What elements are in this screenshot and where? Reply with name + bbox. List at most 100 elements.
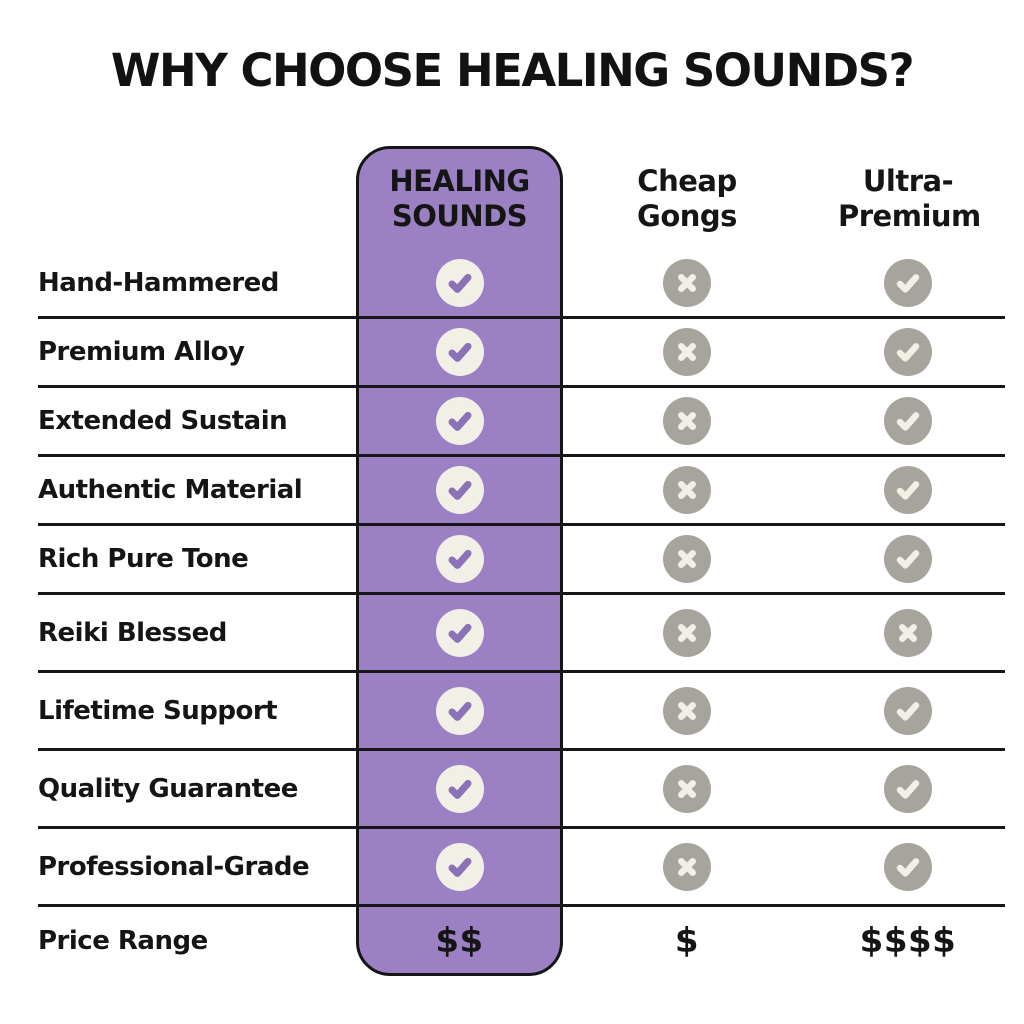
check-icon [435,466,484,514]
cell-cheap-gongs: $ [563,921,811,961]
feature-label: Lifetime Support [38,695,278,726]
cell-healing-sounds [356,686,563,735]
feature-cell: Reiki Blessed [38,618,356,648]
feature-label: Extended Sustain [38,406,288,436]
check-icon [435,259,484,307]
feature-label: Rich Pure Tone [38,544,249,574]
feature-label: Authentic Material [38,475,303,505]
cell-ultra-premium [811,466,1005,514]
cell-cheap-gongs [563,466,811,514]
table-row: Reiki Blessed [38,595,1005,673]
price-value: $$ [435,920,484,961]
column-header-label: Cheap Gongs [637,163,737,233]
check-icon [884,764,932,813]
feature-label: Quality Guarantee [38,773,298,804]
cross-icon [663,686,711,735]
cell-ultra-premium [811,686,1005,735]
table-row: Quality Guarantee [38,751,1005,829]
feature-cell: Premium Alloy [38,337,356,367]
check-icon [435,842,484,891]
cell-cheap-gongs [563,608,811,657]
cell-ultra-premium [811,608,1005,657]
cell-cheap-gongs [563,842,811,891]
check-icon [884,466,932,514]
price-value: $ [674,920,700,961]
cell-cheap-gongs [563,397,811,445]
cell-ultra-premium [811,397,1005,445]
check-icon [435,608,484,657]
check-icon [884,535,932,583]
table-row: Extended Sustain [38,388,1005,457]
cell-healing-sounds [356,764,563,813]
cell-ultra-premium: $$$$ [811,921,1005,961]
comparison-table-body: Hand-Hammered Premium Alloy Extended Sus… [38,250,1005,974]
check-icon [884,328,932,376]
check-icon [884,397,932,445]
cell-healing-sounds [356,842,563,891]
column-header-ultra-premium: Ultra-Premium [811,148,1005,250]
cross-icon [663,764,711,813]
check-icon [884,259,932,307]
cell-cheap-gongs [563,686,811,735]
feature-cell: Authentic Material [38,475,356,505]
feature-label: Reiki Blessed [38,617,227,648]
table-row: Rich Pure Tone [38,526,1005,595]
column-header-label: Ultra-Premium [838,163,981,233]
check-icon [884,686,932,735]
table-row: Hand-Hammered [38,250,1005,319]
feature-cell: Extended Sustain [38,406,356,436]
column-header-cheap-gongs: Cheap Gongs [563,148,811,250]
feature-label: Professional-Grade [38,851,310,882]
cell-ultra-premium [811,328,1005,376]
table-row: Professional-Grade [38,829,1005,907]
cell-cheap-gongs [563,328,811,376]
cell-cheap-gongs [563,764,811,813]
column-header-healing-sounds: HEALING SOUNDS [356,148,563,250]
cell-healing-sounds [356,259,563,307]
cross-icon [663,259,711,307]
cell-cheap-gongs [563,535,811,583]
table-row: Authentic Material [38,457,1005,526]
check-icon [435,328,484,376]
feature-cell: Professional-Grade [38,852,356,882]
cell-cheap-gongs [563,259,811,307]
feature-cell: Rich Pure Tone [38,544,356,574]
check-icon [435,686,484,735]
cell-healing-sounds [356,535,563,583]
cell-healing-sounds [356,397,563,445]
table-row: Price Range $$ $ $$$$ [38,907,1005,974]
cell-healing-sounds: $$ [356,921,563,961]
page-title: WHY CHOOSE HEALING SOUNDS? [110,44,915,97]
cross-icon [663,466,711,514]
table-header: HEALING SOUNDS Cheap Gongs Ultra-Premium [38,148,1005,250]
table-row: Lifetime Support [38,673,1005,751]
check-icon [435,535,484,583]
cross-icon [663,842,711,891]
cell-ultra-premium [811,259,1005,307]
cell-ultra-premium [811,764,1005,813]
feature-cell: Quality Guarantee [38,774,356,804]
cell-ultra-premium [811,535,1005,583]
cross-icon [884,608,932,657]
cross-icon [663,397,711,445]
feature-label: Price Range [38,925,208,956]
header-spacer [38,148,356,250]
cell-healing-sounds [356,608,563,657]
price-value: $$$$ [859,920,957,961]
column-header-label: HEALING SOUNDS [389,163,530,233]
feature-cell: Price Range [38,926,356,956]
check-icon [435,397,484,445]
cell-healing-sounds [356,328,563,376]
cross-icon [663,535,711,583]
table-row: Premium Alloy [38,319,1005,388]
cross-icon [663,608,711,657]
cross-icon [663,328,711,376]
check-icon [435,764,484,813]
cell-ultra-premium [811,842,1005,891]
feature-cell: Lifetime Support [38,696,356,726]
check-icon [884,842,932,891]
feature-label: Premium Alloy [38,337,245,367]
feature-cell: Hand-Hammered [38,268,356,298]
feature-label: Hand-Hammered [38,268,279,298]
